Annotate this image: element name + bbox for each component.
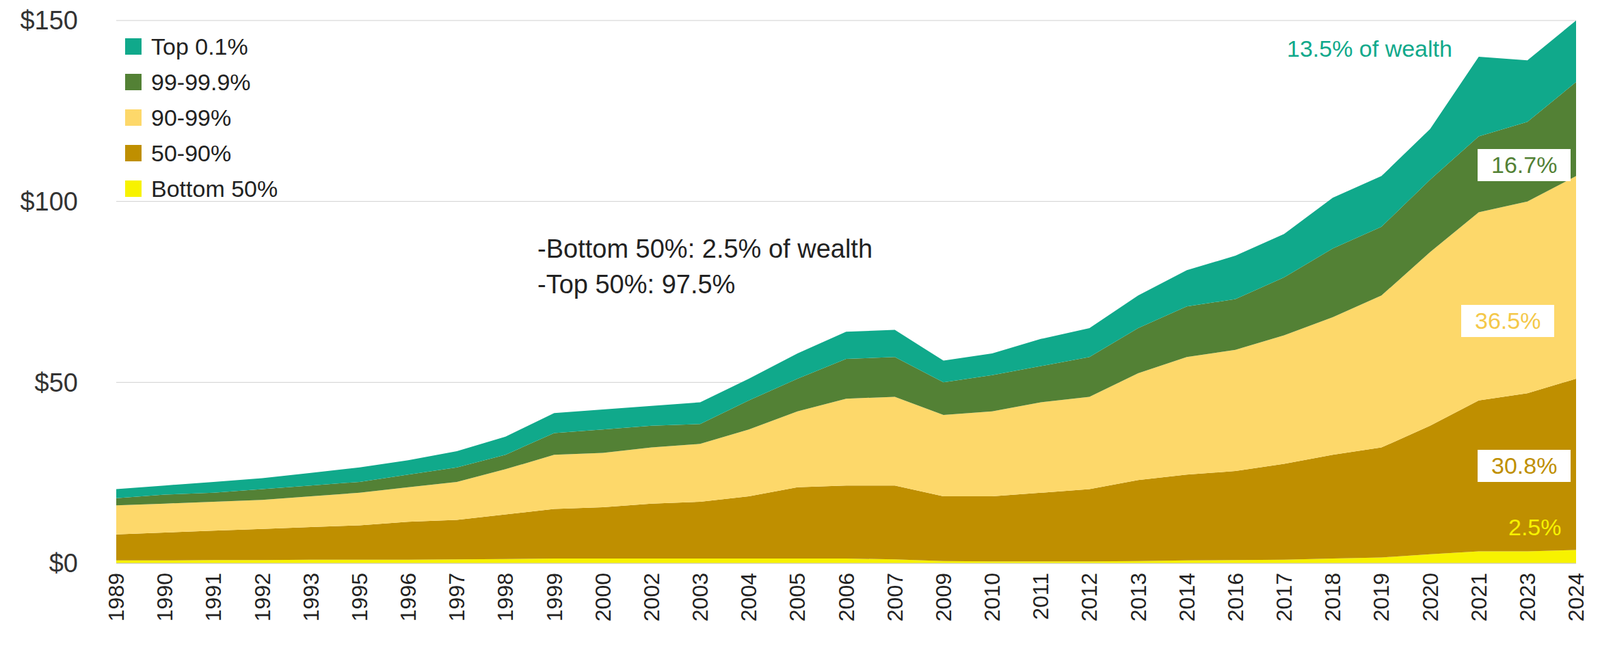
svg-text:$50: $50 bbox=[34, 368, 78, 398]
svg-text:1997: 1997 bbox=[444, 572, 470, 622]
html-text:36.5%: 36.5% bbox=[1474, 307, 1541, 334]
html-text:90-99%: 90-99% bbox=[151, 104, 232, 131]
svg-text:2010: 2010 bbox=[979, 572, 1005, 622]
html-text:-Bottom 50%: 2.5% of wealth: -Bottom 50%: 2.5% of wealth bbox=[537, 234, 873, 264]
svg-text:2009: 2009 bbox=[931, 572, 956, 622]
svg-text:1993: 1993 bbox=[298, 572, 324, 622]
svg-text:2007: 2007 bbox=[882, 572, 908, 622]
svg-text:2016: 2016 bbox=[1223, 572, 1248, 622]
html-text:99-99.9%: 99-99.9% bbox=[151, 68, 251, 95]
svg-text:2021: 2021 bbox=[1466, 572, 1492, 622]
svg-text:2012: 2012 bbox=[1076, 572, 1102, 622]
svg-text:2005: 2005 bbox=[784, 572, 810, 622]
svg-text:1991: 1991 bbox=[201, 572, 226, 622]
svg-text:1998: 1998 bbox=[492, 572, 518, 622]
html-text:13.5% of wealth: 13.5% of wealth bbox=[1286, 35, 1453, 62]
svg-text:2020: 2020 bbox=[1418, 572, 1443, 622]
svg-text:2000: 2000 bbox=[590, 572, 616, 622]
svg-text:2006: 2006 bbox=[834, 572, 859, 622]
svg-text:1999: 1999 bbox=[542, 572, 567, 622]
svg-text:2018: 2018 bbox=[1320, 572, 1345, 622]
svg-text:2011: 2011 bbox=[1028, 572, 1053, 621]
svg-text:2024: 2024 bbox=[1563, 572, 1589, 622]
svg-text:2003: 2003 bbox=[687, 572, 713, 622]
html-text:30.8%: 30.8% bbox=[1491, 452, 1558, 479]
html-text:50-90%: 50-90% bbox=[151, 139, 232, 166]
html-text:Bottom 50%: Bottom 50% bbox=[151, 175, 278, 202]
svg-text:2014: 2014 bbox=[1174, 572, 1200, 622]
svg-text:2002: 2002 bbox=[639, 572, 664, 622]
svg-text:1992: 1992 bbox=[250, 572, 275, 622]
svg-text:1995: 1995 bbox=[347, 572, 372, 622]
svg-text:1996: 1996 bbox=[395, 572, 421, 622]
html-text:2.5%: 2.5% bbox=[1508, 514, 1562, 541]
svg-text:$150: $150 bbox=[19, 6, 78, 35]
svg-text:2019: 2019 bbox=[1368, 572, 1394, 622]
svg-text:1989: 1989 bbox=[103, 572, 129, 622]
svg-text:2023: 2023 bbox=[1515, 572, 1540, 622]
svg-text:2004: 2004 bbox=[736, 572, 762, 622]
svg-text:$0: $0 bbox=[49, 549, 78, 578]
html-text:-Top 50%: 97.5%: -Top 50%: 97.5% bbox=[537, 270, 736, 299]
html-text:16.7%: 16.7% bbox=[1491, 151, 1558, 178]
svg-text:2017: 2017 bbox=[1271, 572, 1297, 622]
svg-text:$100: $100 bbox=[19, 187, 78, 217]
html-text:Top 0.1%: Top 0.1% bbox=[151, 33, 249, 60]
svg-text:2013: 2013 bbox=[1126, 572, 1151, 622]
svg-text:1990: 1990 bbox=[152, 572, 178, 622]
